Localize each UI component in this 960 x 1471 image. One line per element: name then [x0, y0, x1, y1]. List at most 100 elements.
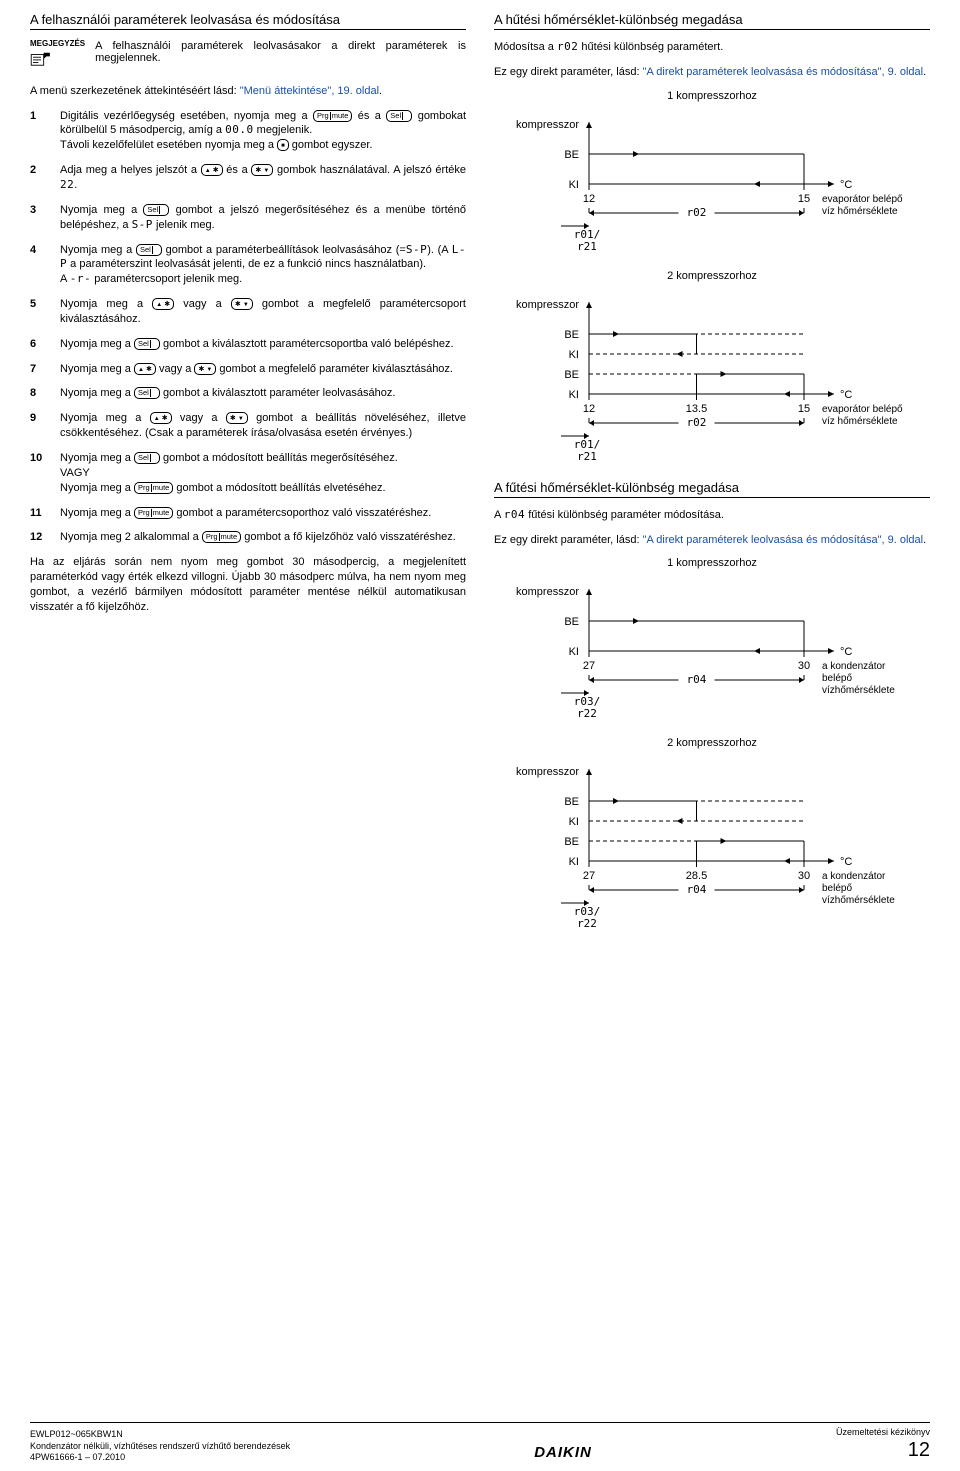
svg-text:kompresszor: kompresszor — [516, 766, 579, 778]
step-num: 1 — [30, 109, 52, 154]
step-num: 11 — [30, 506, 52, 521]
svg-text:27: 27 — [583, 870, 595, 882]
step-num: 4 — [30, 243, 52, 288]
cool-chart-1c: 1 kompresszorhoz °C kompresszor BE KI 12… — [494, 90, 930, 264]
svg-text:r22: r22 — [577, 707, 597, 720]
svg-text:r21: r21 — [577, 240, 597, 253]
cool-lead-pre: Módosítsa a — [494, 41, 557, 53]
step-body: Nyomja meg a vagy a gombot a megfelelő p… — [60, 297, 466, 327]
sel-button-icon: Sel — [136, 244, 162, 256]
footer-left: EWLP012~065KBW1N Kondenzátor nélküli, ví… — [30, 1429, 290, 1463]
heat-ref-link[interactable]: "A direkt paraméterek leolvasása és módo… — [643, 534, 924, 546]
svg-text:°C: °C — [840, 856, 852, 868]
svg-text:belépő: belépő — [822, 883, 852, 894]
left-column: A felhasználói paraméterek leolvasása és… — [30, 12, 466, 947]
step-body: Nyomja meg a Sel gombot a kiválasztott p… — [60, 337, 466, 352]
footer-right: Üzemeltetési kézikönyv 12 — [836, 1427, 930, 1463]
prg-button-icon: Prgmute — [313, 110, 352, 122]
step-11: 11Nyomja meg a Prgmute gombot a paraméte… — [30, 506, 466, 521]
square-button-icon — [277, 139, 289, 151]
step-num: 8 — [30, 386, 52, 401]
svg-text:BE: BE — [564, 796, 579, 808]
svg-text:evaporátor belépő: evaporátor belépő — [822, 404, 903, 415]
note-label: MEGJEGYZÉS — [30, 40, 85, 49]
step-10: 10Nyomja meg a Sel gombot a módosított b… — [30, 451, 466, 496]
svg-text:kompresszor: kompresszor — [516, 299, 579, 311]
svg-text:r04: r04 — [687, 673, 707, 686]
prg-button-icon: Prgmute — [134, 507, 173, 519]
sel-button-icon: Sel — [134, 452, 160, 464]
chart-title: 2 kompresszorhoz — [494, 737, 930, 749]
cool-lead-seg: r02 — [557, 40, 578, 53]
svg-text:KI: KI — [569, 389, 579, 401]
down-button-icon — [231, 298, 253, 310]
up-button-icon — [152, 298, 174, 310]
svg-text:KI: KI — [569, 856, 579, 868]
up-button-icon — [134, 363, 156, 375]
svg-text:27: 27 — [583, 660, 595, 672]
heat-title: A fűtési hőmérséklet-különbség megadása — [494, 480, 930, 498]
cool-chart-2c: 2 kompresszorhoz °C kompresszor BE KI BE… — [494, 270, 930, 474]
svg-text:belépő: belépő — [822, 673, 852, 684]
chart-svg: °C kompresszor BE KI 27 30 r04 r03/r22 a… — [494, 573, 914, 731]
svg-text:evaporátor belépő: evaporátor belépő — [822, 194, 903, 205]
svg-text:kompresszor: kompresszor — [516, 586, 579, 598]
down-button-icon — [194, 363, 216, 375]
step-num: 9 — [30, 411, 52, 441]
cool-title: A hűtési hőmérséklet-különbség megadása — [494, 12, 930, 30]
svg-text:kompresszor: kompresszor — [516, 119, 579, 131]
heat-chart-2c: 2 kompresszorhoz °C kompresszor BE KI BE… — [494, 737, 930, 941]
heat-lead: A r04 fűtési különbség paraméter módosít… — [494, 508, 930, 523]
svg-text:°C: °C — [840, 646, 852, 658]
note-block: MEGJEGYZÉS A felhasználói paraméterek le… — [30, 40, 466, 70]
svg-text:r02: r02 — [687, 416, 707, 429]
cool-ref-link[interactable]: "A direkt paraméterek leolvasása és módo… — [643, 66, 924, 78]
svg-text:r21: r21 — [577, 450, 597, 463]
intro-link[interactable]: "Menü áttekintése", 19. oldal — [240, 85, 379, 97]
step-body: Nyomja meg a Sel gombot a kiválasztott p… — [60, 386, 466, 401]
sel-button-icon: Sel — [143, 204, 169, 216]
footer-desc: Kondenzátor nélküli, vízhűtéses rendszer… — [30, 1441, 290, 1452]
svg-text:30: 30 — [798, 870, 810, 882]
step-4: 4Nyomja meg a Sel gombot a paraméterbeál… — [30, 243, 466, 288]
heat-lead-post: fűtési különbség paraméter módosítása. — [525, 509, 724, 521]
step-num: 2 — [30, 163, 52, 193]
chart-title: 1 kompresszorhoz — [494, 90, 930, 102]
heat-lead-seg: r04 — [504, 508, 525, 521]
sel-button-icon: Sel — [134, 387, 160, 399]
svg-text:°C: °C — [840, 179, 852, 191]
down-button-icon — [226, 412, 248, 424]
step-8: 8 Nyomja meg a Sel gombot a kiválasztott … — [30, 386, 466, 401]
cool-lead-post: hűtési különbség paramétert. — [578, 41, 723, 53]
svg-text:15: 15 — [798, 403, 810, 415]
step-num: 6 — [30, 337, 52, 352]
cool-ref-post: . — [923, 66, 926, 78]
svg-text:víz hőmérséklete: víz hőmérséklete — [822, 416, 898, 427]
svg-text:13.5: 13.5 — [686, 403, 707, 415]
step-5: 5 Nyomja meg a vagy a gombot a megfelelő … — [30, 297, 466, 327]
step-num: 12 — [30, 530, 52, 545]
footer-code: 4PW61666-1 – 07.2010 — [30, 1452, 290, 1463]
step-num: 5 — [30, 297, 52, 327]
chart-title: 1 kompresszorhoz — [494, 557, 930, 569]
down-button-icon — [251, 164, 273, 176]
intro-pre: A menü szerkezetének áttekintéséért lásd… — [30, 85, 240, 97]
svg-text:KI: KI — [569, 816, 579, 828]
step-body: Nyomja meg 2 alkalommal a Prgmute gombot… — [60, 530, 466, 545]
step-num: 7 — [30, 362, 52, 377]
cool-ref-pre: Ez egy direkt paraméter, lásd: — [494, 66, 643, 78]
step-3: 3Nyomja meg a Sel gombot a jelszó megerő… — [30, 203, 466, 233]
chart-svg: °C kompresszor BE KI 12 15 r02 r01/r21 e… — [494, 106, 914, 264]
svg-text:30: 30 — [798, 660, 810, 672]
step-body: Digitális vezérlőegység esetében, nyomja… — [60, 109, 466, 154]
step-body: Nyomja meg a vagy a gombot a beállítás n… — [60, 411, 466, 441]
step-num: 10 — [30, 451, 52, 496]
svg-text:KI: KI — [569, 179, 579, 191]
step-9: 9 Nyomja meg a vagy a gombot a beállítás … — [30, 411, 466, 441]
svg-text:r02: r02 — [687, 206, 707, 219]
left-title: A felhasználói paraméterek leolvasása és… — [30, 12, 466, 30]
intro-post: . — [379, 85, 382, 97]
step-12: 12 Nyomja meg 2 alkalommal a Prgmute gomb… — [30, 530, 466, 545]
chart-title: 2 kompresszorhoz — [494, 270, 930, 282]
steps-list: 1Digitális vezérlőegység esetében, nyomj… — [30, 109, 466, 546]
